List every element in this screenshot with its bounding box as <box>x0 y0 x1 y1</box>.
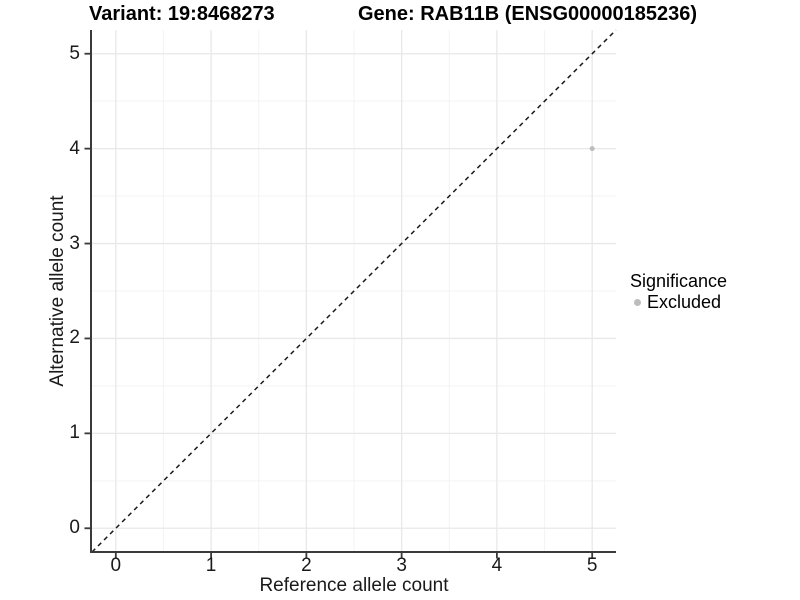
x-tick-label: 3 <box>396 555 407 576</box>
x-axis-title: Reference allele count <box>259 575 449 596</box>
legend-title: Significance <box>630 271 728 291</box>
x-tick-label: 0 <box>110 555 122 576</box>
y-tick-label: 3 <box>69 232 80 254</box>
y-tick-label: 1 <box>69 422 80 444</box>
x-tick-label: 4 <box>491 555 503 576</box>
plot-title-variant: Variant: 19:8468273 <box>89 3 275 25</box>
y-tick-label: 2 <box>69 327 80 349</box>
y-axis-title: Alternative allele count <box>47 195 68 387</box>
identity-dashed-line <box>91 29 617 553</box>
legend: Significance Excluded <box>630 271 727 312</box>
x-tick-label: 1 <box>205 555 217 576</box>
y-tick-label: 0 <box>69 517 80 539</box>
x-tick-label: 5 <box>586 555 598 576</box>
legend-item-label: Excluded <box>647 292 722 312</box>
y-tick-label: 4 <box>69 137 80 159</box>
data-point-excluded <box>589 146 595 152</box>
y-tick-label: 5 <box>69 42 80 64</box>
legend-item-excluded: Excluded <box>630 293 727 312</box>
plot-title-gene: Gene: RAB11B (ENSG00000185236) <box>358 3 698 25</box>
x-tick-label: 2 <box>301 555 312 576</box>
legend-point-icon <box>634 299 641 306</box>
